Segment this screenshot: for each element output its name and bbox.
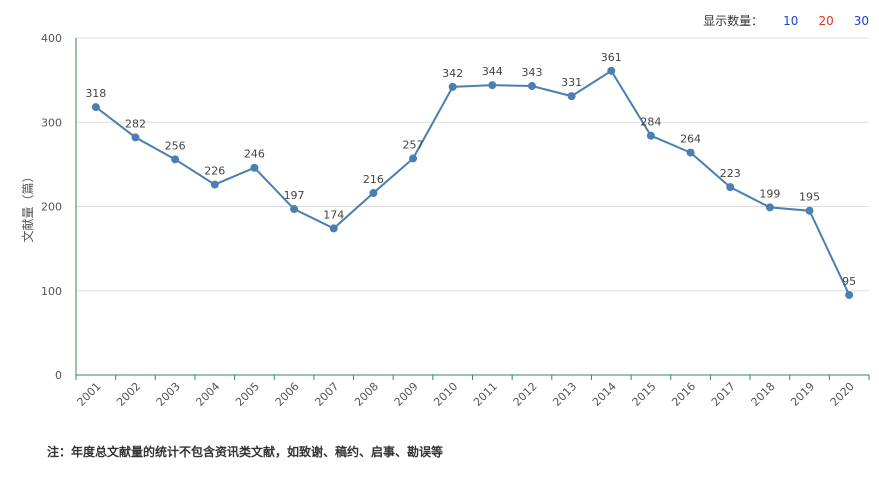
data-label: 342 (442, 67, 463, 80)
y-tick-label: 200 (41, 201, 62, 214)
x-tick-label: 2013 (550, 380, 579, 409)
display-count-label: 显示数量： (703, 14, 764, 28)
axes (75, 38, 870, 380)
x-tick-label: 2006 (273, 380, 302, 409)
data-label: 257 (403, 138, 424, 151)
data-point (448, 82, 457, 91)
data-point (329, 224, 338, 233)
x-tick-label: 2002 (114, 380, 143, 409)
data-label: 343 (521, 66, 542, 79)
data-label: 195 (799, 191, 820, 204)
data-point (171, 155, 180, 164)
x-tick-label: 2004 (193, 380, 222, 409)
x-tick-label: 2018 (749, 380, 778, 409)
data-label: 216 (363, 173, 384, 186)
data-point (409, 154, 418, 163)
data-point (250, 163, 259, 172)
x-tick-label: 2017 (709, 380, 738, 409)
x-tick-label: 2014 (590, 380, 619, 409)
data-label: 223 (720, 167, 741, 180)
series-line (95, 69, 851, 296)
data-point (91, 103, 100, 112)
series-line (95, 69, 851, 296)
data-point (290, 205, 299, 214)
x-tick-label: 2011 (471, 380, 500, 409)
x-tick-labels: 2001 2002 2003 2004 2005 2006 2007 2008 2009 2010… (75, 380, 857, 409)
data-points (91, 66, 854, 299)
data-label: 256 (165, 139, 186, 152)
x-tick-label: 2016 (669, 380, 698, 409)
data-point (210, 180, 219, 189)
x-tick-label: 2012 (511, 380, 540, 409)
grid-lines (76, 37, 869, 292)
y-tick-label: 300 (41, 116, 62, 129)
y-axis-label: 文献量（篇） (20, 170, 35, 242)
data-point (567, 92, 576, 101)
x-tick-label: 2008 (352, 380, 381, 409)
data-label: 199 (759, 187, 780, 200)
data-point (488, 81, 497, 90)
x-tick-label: 2010 (431, 380, 460, 409)
y-tick-label: 0 (55, 369, 62, 382)
data-labels: 318 282 256 226 246 197 174 216 257 342 344 343 331 3… (85, 51, 856, 288)
display-count-option-20[interactable]: 20 (818, 13, 834, 28)
x-tick-label: 2005 (233, 380, 262, 409)
data-label: 331 (561, 76, 582, 89)
data-point (131, 133, 140, 142)
x-tick-label: 2009 (392, 380, 421, 409)
data-point (527, 82, 536, 91)
data-label: 246 (244, 148, 265, 161)
display-count-option-10[interactable]: 10 (783, 13, 799, 28)
data-label: 197 (284, 189, 305, 202)
data-point (369, 189, 378, 198)
data-point (607, 66, 616, 75)
y-tick-label: 400 (41, 32, 62, 45)
data-point (686, 148, 695, 157)
data-point (646, 131, 655, 140)
x-tick-label: 2020 (828, 380, 857, 409)
data-label: 282 (125, 117, 146, 130)
data-point (765, 203, 774, 212)
x-tick-label: 2001 (75, 380, 104, 409)
display-count-control: 显示数量： 10 20 30 (703, 12, 869, 29)
data-point (726, 183, 735, 192)
data-label: 95 (842, 275, 856, 288)
x-tick-label: 2007 (312, 380, 341, 409)
x-tick-label: 2015 (630, 380, 659, 409)
x-tick-label: 2003 (154, 380, 183, 409)
x-tick-label: 2019 (788, 380, 817, 409)
data-label: 174 (323, 208, 344, 221)
data-label: 318 (85, 87, 106, 100)
footnote: 注：年度总文献量的统计不包含资讯类文献，如致谢、稿约、启事、勘误等 (47, 445, 444, 459)
data-label: 344 (482, 65, 503, 78)
y-tick-labels: 0 100 200 300 400 (41, 32, 62, 382)
data-label: 361 (601, 51, 622, 64)
y-tick-label: 100 (41, 285, 62, 298)
data-label: 226 (204, 165, 225, 178)
data-point (845, 290, 854, 299)
data-point (805, 206, 814, 215)
data-label: 284 (640, 116, 661, 129)
display-count-option-30[interactable]: 30 (853, 13, 869, 28)
data-label: 264 (680, 133, 701, 146)
